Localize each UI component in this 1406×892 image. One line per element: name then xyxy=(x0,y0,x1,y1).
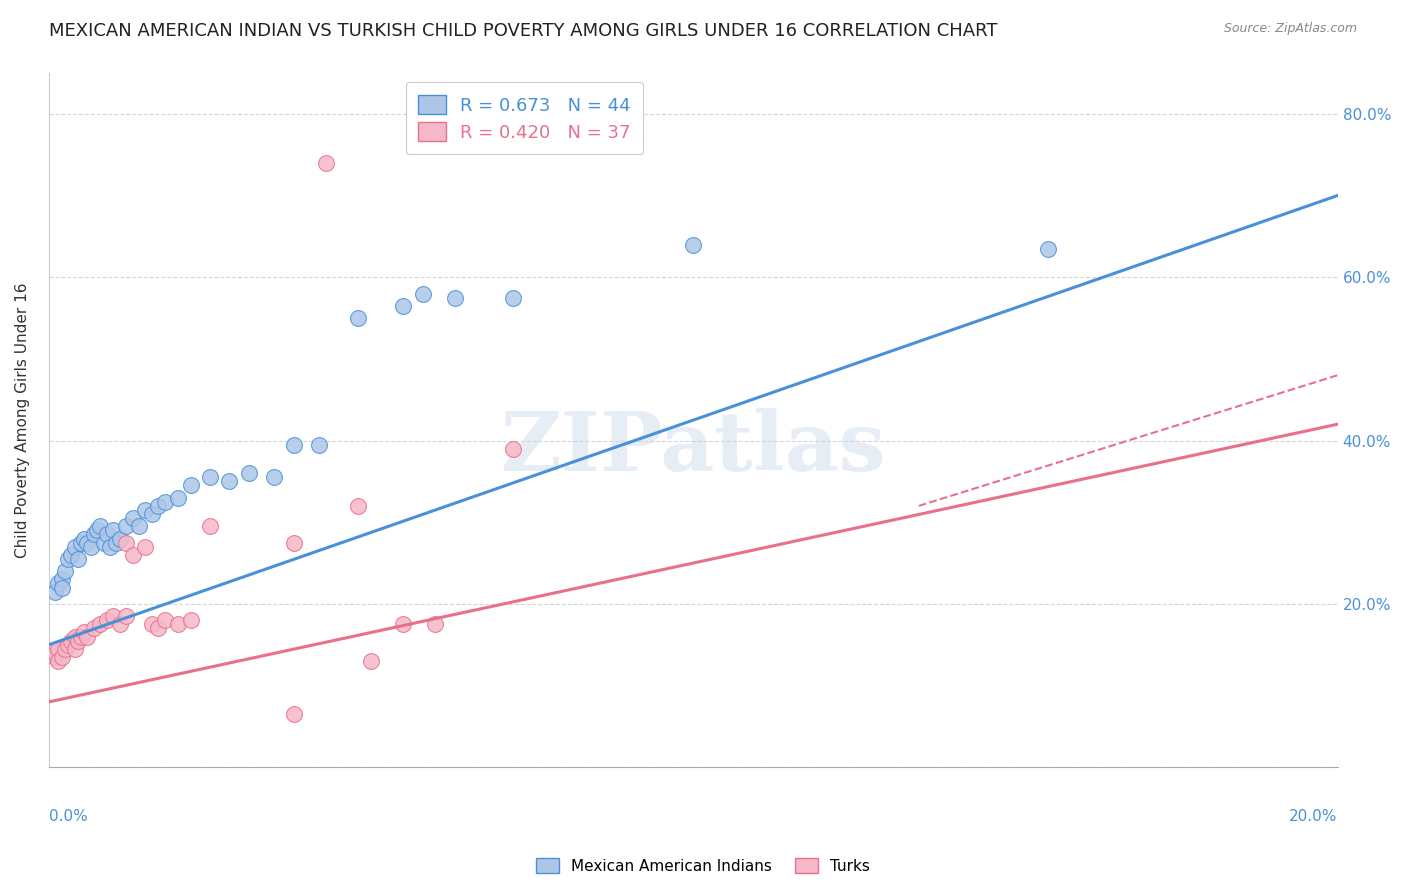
Text: 0.0%: 0.0% xyxy=(49,809,87,824)
Text: 20.0%: 20.0% xyxy=(1289,809,1337,824)
Point xyxy=(347,311,370,326)
Point xyxy=(60,548,83,562)
Point xyxy=(180,613,202,627)
Point xyxy=(141,507,163,521)
Point xyxy=(76,535,98,549)
Point xyxy=(347,499,370,513)
Point xyxy=(51,650,73,665)
Point xyxy=(89,617,111,632)
Point xyxy=(115,535,138,549)
Y-axis label: Child Poverty Among Girls Under 16: Child Poverty Among Girls Under 16 xyxy=(15,283,30,558)
Point xyxy=(153,495,176,509)
Point xyxy=(392,617,415,632)
Point xyxy=(121,548,143,562)
Text: MEXICAN AMERICAN INDIAN VS TURKISH CHILD POVERTY AMONG GIRLS UNDER 16 CORRELATIO: MEXICAN AMERICAN INDIAN VS TURKISH CHILD… xyxy=(49,22,998,40)
Point xyxy=(283,707,305,722)
Point xyxy=(180,478,202,492)
Point xyxy=(48,576,70,591)
Point xyxy=(198,470,221,484)
Point xyxy=(44,650,66,665)
Point xyxy=(1036,242,1059,256)
Point xyxy=(238,467,260,481)
Point xyxy=(83,527,105,541)
Point xyxy=(425,617,447,632)
Point xyxy=(76,630,98,644)
Point xyxy=(108,617,131,632)
Point xyxy=(283,535,305,549)
Point xyxy=(96,527,118,541)
Point xyxy=(315,156,337,170)
Point xyxy=(63,540,86,554)
Point xyxy=(128,519,150,533)
Legend: R = 0.673   N = 44, R = 0.420   N = 37: R = 0.673 N = 44, R = 0.420 N = 37 xyxy=(406,82,643,154)
Point xyxy=(682,237,704,252)
Point xyxy=(308,437,330,451)
Point xyxy=(115,519,138,533)
Point xyxy=(79,540,101,554)
Point xyxy=(153,613,176,627)
Point xyxy=(121,511,143,525)
Point xyxy=(86,524,108,538)
Point xyxy=(44,584,66,599)
Point xyxy=(51,581,73,595)
Point xyxy=(60,633,83,648)
Point xyxy=(98,540,121,554)
Point xyxy=(96,613,118,627)
Point xyxy=(103,609,125,624)
Point xyxy=(44,646,66,660)
Point xyxy=(53,641,76,656)
Point xyxy=(148,621,170,635)
Point xyxy=(148,499,170,513)
Point xyxy=(108,532,131,546)
Point xyxy=(115,609,138,624)
Point xyxy=(283,437,305,451)
Point xyxy=(70,630,93,644)
Point xyxy=(66,633,89,648)
Point xyxy=(56,638,79,652)
Point xyxy=(48,654,70,668)
Legend: Mexican American Indians, Turks: Mexican American Indians, Turks xyxy=(530,852,876,880)
Text: ZIPatlas: ZIPatlas xyxy=(501,408,886,488)
Point xyxy=(93,535,115,549)
Point xyxy=(89,519,111,533)
Point xyxy=(103,524,125,538)
Point xyxy=(502,291,524,305)
Point xyxy=(105,535,128,549)
Point xyxy=(166,491,188,505)
Point xyxy=(198,519,221,533)
Point xyxy=(218,475,240,489)
Point xyxy=(360,654,382,668)
Point xyxy=(56,552,79,566)
Point xyxy=(83,621,105,635)
Point xyxy=(263,470,285,484)
Point xyxy=(73,532,96,546)
Text: Source: ZipAtlas.com: Source: ZipAtlas.com xyxy=(1223,22,1357,36)
Point xyxy=(134,503,156,517)
Point xyxy=(134,540,156,554)
Point xyxy=(66,552,89,566)
Point xyxy=(73,625,96,640)
Point xyxy=(48,641,70,656)
Point xyxy=(70,535,93,549)
Point xyxy=(392,299,415,313)
Point xyxy=(53,564,76,578)
Point xyxy=(63,630,86,644)
Point xyxy=(51,573,73,587)
Point xyxy=(141,617,163,632)
Point xyxy=(166,617,188,632)
Point xyxy=(443,291,465,305)
Point xyxy=(63,641,86,656)
Point xyxy=(502,442,524,456)
Point xyxy=(412,286,434,301)
